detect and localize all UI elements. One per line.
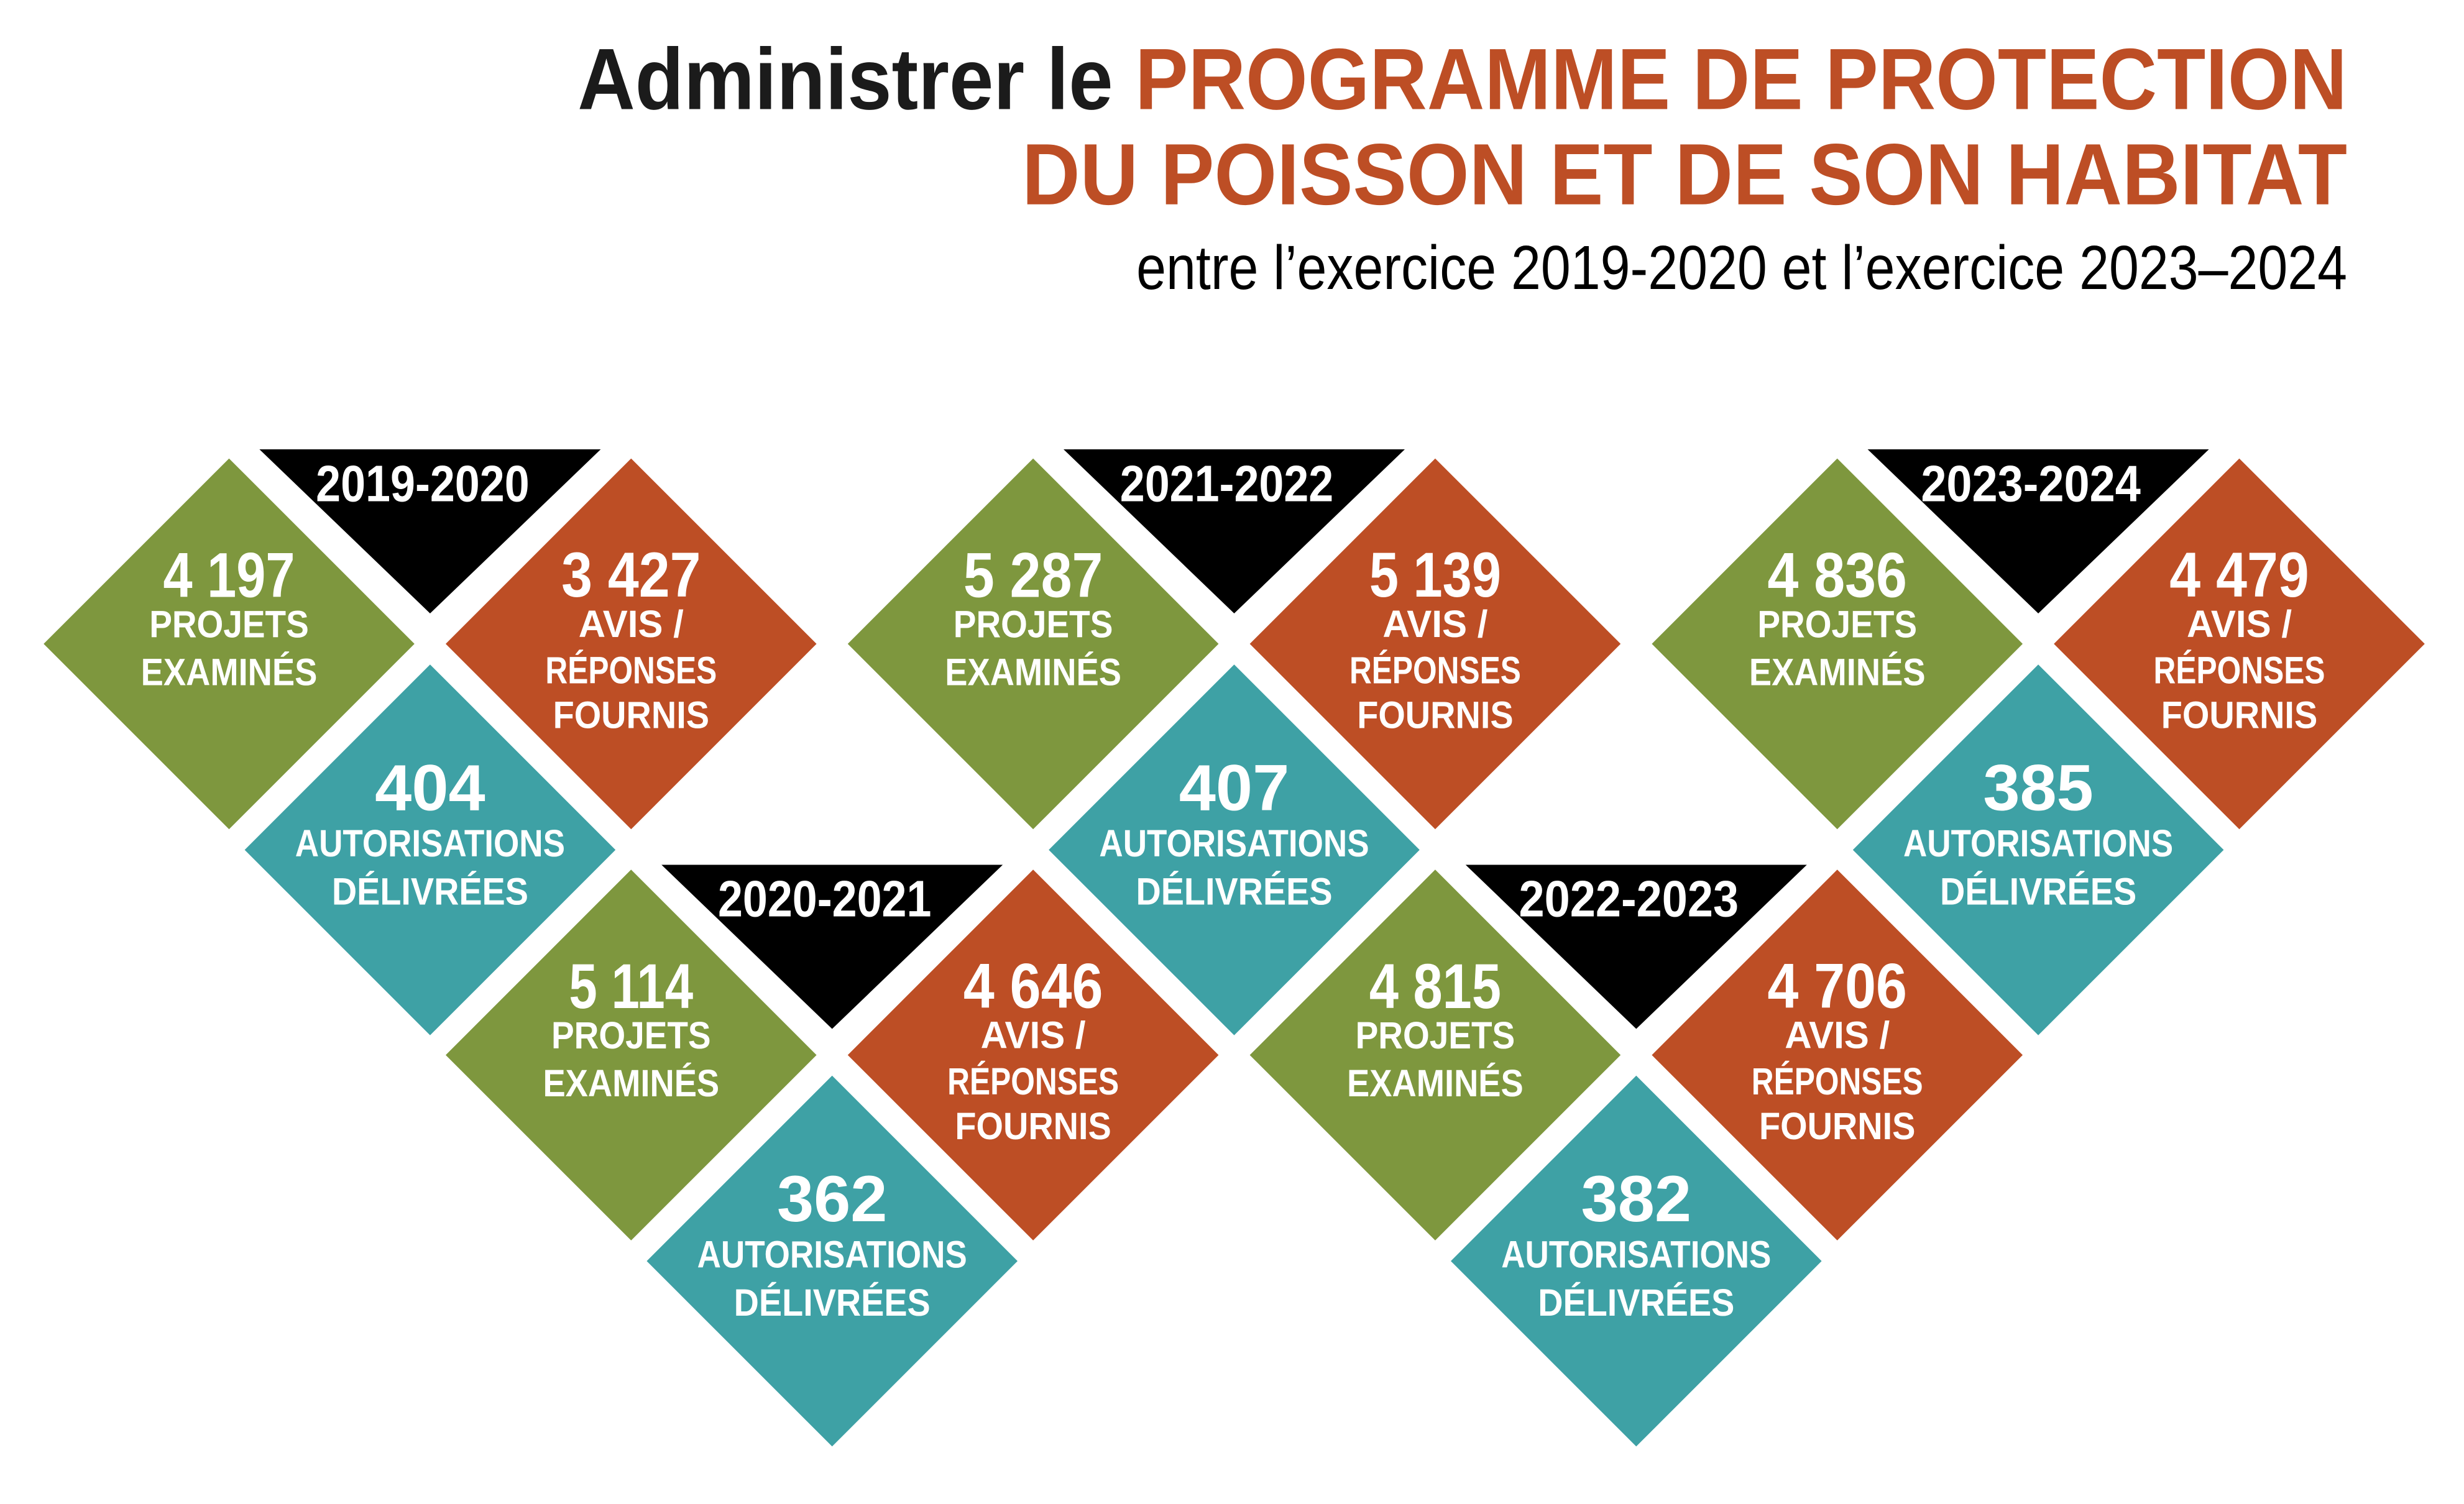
svg-text:404: 404 (375, 751, 485, 824)
svg-text:AUTORISATIONS: AUTORISATIONS (1099, 823, 1369, 865)
svg-text:385: 385 (1983, 751, 2093, 824)
svg-text:FOURNIS: FOURNIS (553, 694, 709, 736)
svg-text:362: 362 (777, 1163, 887, 1236)
svg-text:AVIS /: AVIS / (1382, 603, 1487, 645)
svg-text:EXAMINÉS: EXAMINÉS (543, 1063, 719, 1104)
svg-text:FOURNIS: FOURNIS (1357, 694, 1513, 736)
svg-text:DÉLIVRÉES: DÉLIVRÉES (1940, 870, 2136, 913)
svg-text:RÉPONSES: RÉPONSES (1752, 1060, 1923, 1103)
svg-text:PROJETS: PROJETS (1356, 1016, 1515, 1057)
svg-text:2020-2021: 2020-2021 (718, 871, 931, 928)
svg-text:RÉPONSES: RÉPONSES (947, 1060, 1119, 1103)
svg-text:407: 407 (1179, 751, 1289, 824)
svg-text:5 139: 5 139 (1369, 539, 1501, 610)
svg-text:382: 382 (1581, 1163, 1691, 1236)
svg-text:FOURNIS: FOURNIS (2161, 694, 2317, 736)
svg-text:2023-2024: 2023-2024 (1921, 455, 2141, 513)
svg-text:4 197: 4 197 (163, 539, 295, 610)
svg-text:DÉLIVRÉES: DÉLIVRÉES (1538, 1282, 1734, 1324)
svg-text:EXAMINÉS: EXAMINÉS (141, 652, 318, 694)
svg-text:AVIS /: AVIS / (579, 603, 684, 645)
svg-text:2022-2023: 2022-2023 (1519, 870, 1739, 928)
svg-text:4 479: 4 479 (2169, 540, 2309, 610)
svg-text:AUTORISATIONS: AUTORISATIONS (697, 1234, 967, 1276)
svg-text:4 646: 4 646 (963, 951, 1103, 1021)
svg-text:AUTORISATIONS: AUTORISATIONS (1903, 823, 2173, 865)
svg-text:RÉPONSES: RÉPONSES (545, 649, 717, 692)
svg-text:EXAMINÉS: EXAMINÉS (1749, 652, 1926, 694)
svg-text:2021-2022: 2021-2022 (1120, 456, 1333, 513)
svg-text:4 836: 4 836 (1767, 540, 1906, 610)
svg-text:entre l’exercice 2019-2020 et: entre l’exercice 2019-2020 et l’exercice… (1136, 233, 2347, 302)
svg-text:FOURNIS: FOURNIS (1759, 1106, 1915, 1148)
svg-text:2019-2020: 2019-2020 (316, 456, 529, 513)
svg-text:PROJETS: PROJETS (1757, 604, 1917, 646)
svg-text:AVIS /: AVIS / (981, 1014, 1086, 1056)
svg-text:Administrer le PROGRAMME DE PR: Administrer le PROGRAMME DE PROTECTION (577, 31, 2347, 127)
svg-text:DU POISSON ET DE SON HABITAT: DU POISSON ET DE SON HABITAT (1022, 126, 2347, 223)
svg-text:4 815: 4 815 (1369, 951, 1501, 1022)
svg-text:DÉLIVRÉES: DÉLIVRÉES (734, 1282, 931, 1324)
svg-text:DÉLIVRÉES: DÉLIVRÉES (332, 870, 528, 913)
svg-text:PROJETS: PROJETS (551, 1016, 711, 1057)
svg-text:FOURNIS: FOURNIS (955, 1106, 1111, 1148)
svg-text:AUTORISATIONS: AUTORISATIONS (1501, 1234, 1771, 1276)
svg-text:4 706: 4 706 (1767, 951, 1906, 1021)
svg-text:RÉPONSES: RÉPONSES (2154, 649, 2325, 692)
svg-text:PROJETS: PROJETS (149, 604, 309, 646)
svg-text:5 287: 5 287 (963, 540, 1103, 610)
svg-text:5 114: 5 114 (569, 951, 693, 1022)
svg-text:RÉPONSES: RÉPONSES (1349, 649, 1521, 692)
svg-text:AVIS /: AVIS / (2187, 603, 2292, 645)
svg-text:EXAMINÉS: EXAMINÉS (1347, 1063, 1524, 1104)
svg-text:DÉLIVRÉES: DÉLIVRÉES (1136, 870, 1332, 913)
svg-text:3 427: 3 427 (561, 540, 701, 610)
svg-text:AUTORISATIONS: AUTORISATIONS (295, 823, 565, 865)
svg-text:PROJETS: PROJETS (954, 604, 1113, 646)
svg-text:AVIS /: AVIS / (1785, 1014, 1890, 1056)
svg-text:EXAMINÉS: EXAMINÉS (945, 652, 1121, 694)
